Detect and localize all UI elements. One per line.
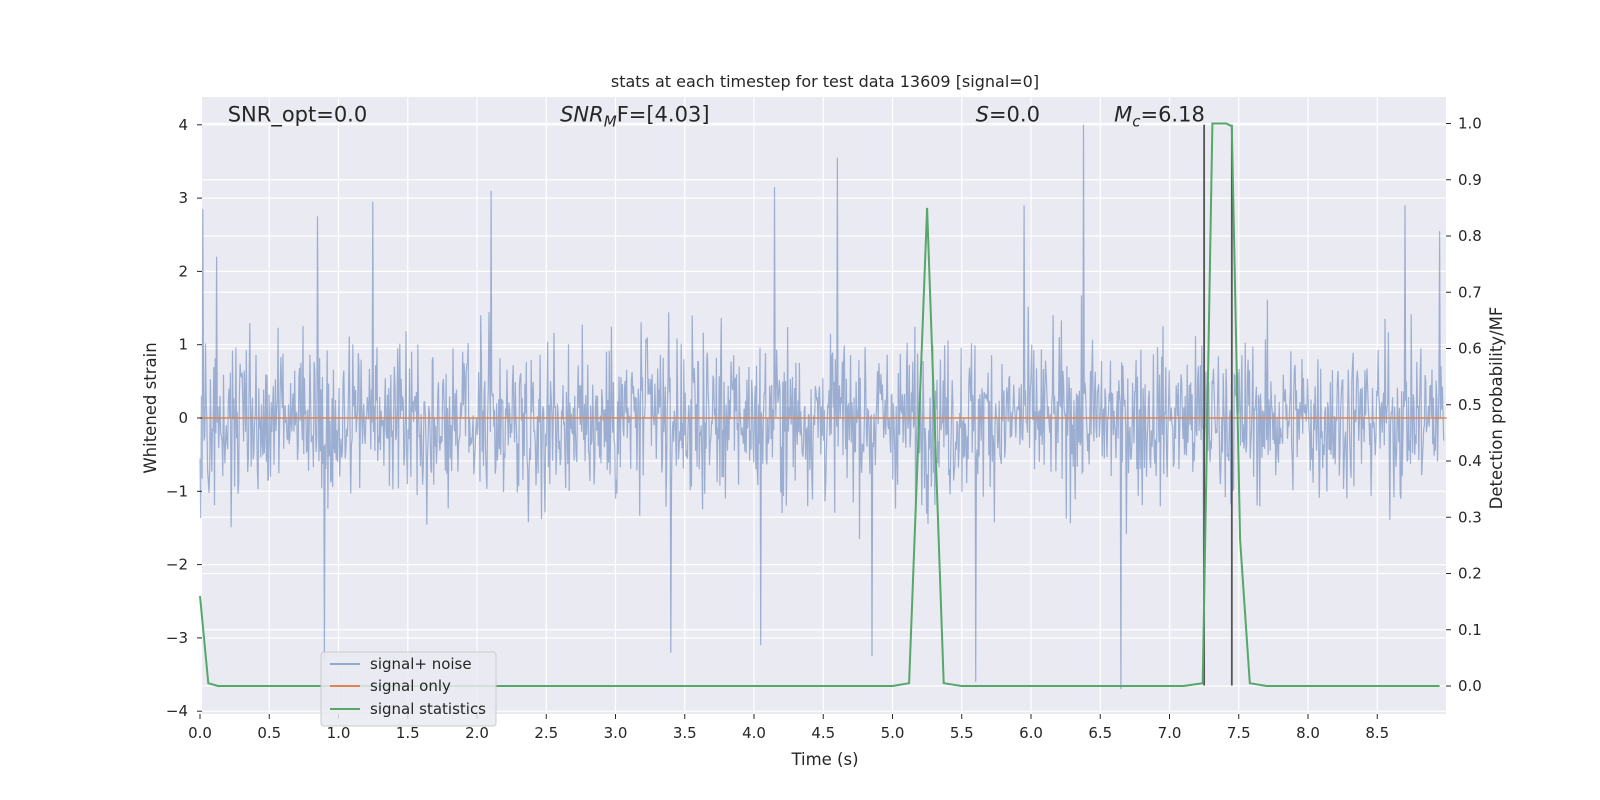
x-tick-label: 2.0 <box>465 724 489 742</box>
legend-box <box>320 651 497 727</box>
x-tick-label: 3.5 <box>673 724 697 742</box>
annotation-text: S=0.0 <box>976 102 1040 126</box>
chart-title: stats at each timestep for test data 136… <box>611 72 1039 91</box>
x-tick-label: 7.0 <box>1158 724 1182 742</box>
series-signal-statistics <box>199 122 1440 687</box>
legend-label-signal-statistics: signal statistics <box>370 700 486 718</box>
y2-tick-label: 0.9 <box>1458 171 1482 189</box>
x-tick-label: 5.0 <box>881 724 905 742</box>
y-axis-title: Whitened strain <box>141 342 160 473</box>
right-axis-ticks: 0.0 0.1 0.2 0.3 0.4 0.5 0.6 0.7 0.8 0.9 1.0 <box>1446 115 1482 695</box>
series-layer <box>199 122 1447 690</box>
x-tick-label: 1.5 <box>396 724 420 742</box>
x-tick-label: 6.0 <box>1019 724 1043 742</box>
legend-label-signal-only: signal only <box>370 677 451 695</box>
legend: signal+ noise signal only signal statist… <box>320 651 497 727</box>
y2-tick-label: 0.0 <box>1458 677 1482 695</box>
y-tick-label: −2 <box>166 556 188 574</box>
x-tick-label: 3.0 <box>604 724 628 742</box>
y2-tick-label: 0.8 <box>1458 227 1482 245</box>
x-tick-label: 4.0 <box>742 724 766 742</box>
annotation-text: SNR_opt=0.0 <box>228 102 368 127</box>
y2-axis-title: Detection probability/MF <box>1487 307 1506 510</box>
x-tick-label: 1.0 <box>327 724 351 742</box>
annotation-text: Mc=6.18 <box>1114 102 1205 130</box>
y-tick-label: 2 <box>178 262 188 280</box>
x-axis-ticks: 0.0 0.5 1.0 1.5 2.0 2.5 3.0 3.5 4.0 4.5 5.0 5.5 6.0 6… <box>188 714 1389 742</box>
y-tick-label: 4 <box>178 116 188 134</box>
x-tick-label: 8.0 <box>1296 724 1320 742</box>
legend-label-signal-noise: signal+ noise <box>370 655 472 673</box>
x-tick-label: 0.5 <box>257 724 281 742</box>
x-axis-title: Time (s) <box>790 750 858 769</box>
y2-tick-label: 0.4 <box>1458 452 1482 470</box>
y2-tick-label: 0.2 <box>1458 565 1482 583</box>
x-tick-label: 7.5 <box>1227 724 1251 742</box>
y-tick-label: −1 <box>166 482 188 500</box>
y2-tick-label: 1.0 <box>1458 115 1482 133</box>
annotation-text: SNRMF=[4.03] <box>560 102 709 130</box>
y2-tick-label: 0.1 <box>1458 621 1482 639</box>
x-tick-label: 0.0 <box>188 724 212 742</box>
y-tick-label: −3 <box>166 629 188 647</box>
y-tick-label: 3 <box>178 189 188 207</box>
y2-tick-label: 0.3 <box>1458 508 1482 526</box>
y-tick-label: −4 <box>166 702 188 720</box>
y2-tick-label: 0.7 <box>1458 283 1482 301</box>
x-tick-label: 5.5 <box>950 724 974 742</box>
y-tick-label: 1 <box>178 336 188 354</box>
x-tick-label: 6.5 <box>1088 724 1112 742</box>
x-tick-label: 2.5 <box>534 724 558 742</box>
x-tick-label: 4.5 <box>811 724 835 742</box>
x-tick-label: 8.5 <box>1365 724 1389 742</box>
y2-tick-label: 0.5 <box>1458 396 1482 414</box>
annotations: SNR_opt=0.0 SNRMF=[4.03] S=0.0 Mc=6.18 <box>228 102 1205 130</box>
left-axis-ticks: −4 −3 −2 −1 0 1 2 3 4 <box>166 116 202 720</box>
y2-tick-label: 0.6 <box>1458 340 1482 358</box>
y-tick-label: 0 <box>178 409 188 427</box>
